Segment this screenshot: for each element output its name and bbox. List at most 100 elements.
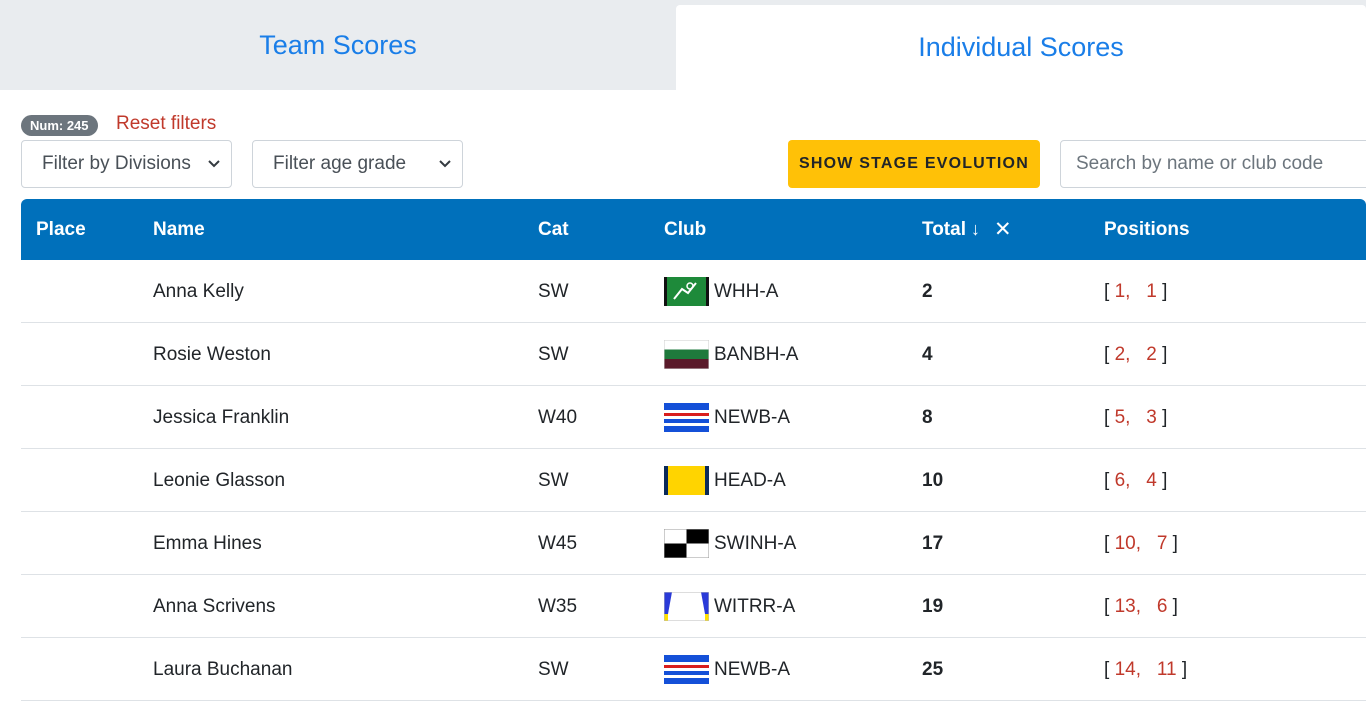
runner-club[interactable]: HEAD-A xyxy=(664,449,786,512)
runner-club[interactable]: NEWB-A xyxy=(664,638,790,701)
club-code: NEWB-A xyxy=(714,658,790,680)
bracket-close: ] xyxy=(1156,343,1168,365)
show-stage-evolution-button[interactable]: SHOW STAGE EVOLUTION xyxy=(788,140,1040,188)
position-2: 11 xyxy=(1156,658,1177,680)
positions-list: [ 10, 7 ] xyxy=(1104,512,1178,575)
reset-filters-link[interactable]: Reset filters xyxy=(116,113,217,134)
runner-name[interactable]: Rosie Weston xyxy=(153,343,271,365)
club-flag-icon xyxy=(663,339,710,370)
runner-category: SW xyxy=(538,469,569,491)
table-row[interactable]: Laura Buchanan SW NEWB-A 25 [ 14, 11 ] xyxy=(21,638,1366,701)
separator: , xyxy=(1125,280,1147,302)
club-flag-icon xyxy=(664,277,709,306)
club-flag-icon xyxy=(663,591,710,622)
total-score: 2 xyxy=(922,280,933,302)
total-score: 25 xyxy=(922,658,944,680)
bracket-close: ] xyxy=(1167,595,1178,617)
bracket-close: ] xyxy=(1156,280,1168,302)
positions-list: [ 2, 2 ] xyxy=(1104,323,1167,386)
bracket-open: [ xyxy=(1104,595,1115,617)
runner-category: W45 xyxy=(538,532,578,554)
runner-club[interactable]: BANBH-A xyxy=(663,323,799,386)
club-code: WHH-A xyxy=(714,280,779,302)
club-code: SWINH-A xyxy=(714,532,797,554)
bracket-open: [ xyxy=(1104,406,1115,428)
position-1: 10 xyxy=(1114,532,1136,554)
bracket-close: ] xyxy=(1156,406,1168,428)
header-club[interactable]: Club xyxy=(664,218,707,240)
club-flag-icon xyxy=(664,466,709,495)
positions-list: [ 14, 11 ] xyxy=(1104,638,1187,701)
bracket-open: [ xyxy=(1104,469,1115,491)
runner-club[interactable]: WHH-A xyxy=(664,260,778,323)
divisions-filter-select[interactable]: Filter by Divisions xyxy=(21,140,232,188)
positions-list: [ 13, 6 ] xyxy=(1104,575,1178,638)
table-row[interactable]: Leonie Glasson SW HEAD-A 10 [ 6, 4 ] xyxy=(21,449,1366,512)
search-placeholder: Search by name or club code xyxy=(1076,153,1324,174)
runner-name[interactable]: Anna Kelly xyxy=(153,280,244,302)
table-row[interactable]: Rosie Weston SW BANBH-A 4 [ 2, 2 ] xyxy=(21,323,1366,386)
tab-team-scores[interactable]: Team Scores xyxy=(259,29,417,60)
club-flag-icon xyxy=(664,655,709,684)
position-1: 2 xyxy=(1114,343,1126,365)
runner-category: SW xyxy=(538,658,569,680)
total-score: 8 xyxy=(922,406,933,428)
position-1: 5 xyxy=(1114,406,1126,428)
position-2: 2 xyxy=(1146,343,1157,365)
total-score: 10 xyxy=(922,469,944,491)
runner-name[interactable]: Leonie Glasson xyxy=(153,469,286,491)
age-grade-filter-select[interactable]: Filter age grade xyxy=(252,140,463,188)
total-score: 17 xyxy=(922,532,944,554)
runner-name[interactable]: Laura Buchanan xyxy=(153,658,293,680)
search-input[interactable]: Search by name or club code xyxy=(1060,140,1366,188)
runner-club[interactable]: NEWB-A xyxy=(664,386,790,449)
table-row[interactable]: Jessica Franklin W40 NEWB-A 8 [ 5, 3 ] xyxy=(21,386,1366,449)
runner-name[interactable]: Anna Scrivens xyxy=(153,595,276,617)
position-1: 6 xyxy=(1114,469,1126,491)
table-header: Place Name Cat Club Total ↓ ✕ Positions xyxy=(21,199,1366,260)
position-2: 6 xyxy=(1156,595,1168,617)
header-place[interactable]: Place xyxy=(36,218,86,240)
bracket-open: [ xyxy=(1104,658,1115,680)
runner-category: SW xyxy=(538,343,569,365)
divisions-filter-label: Filter by Divisions xyxy=(42,153,191,174)
bracket-close: ] xyxy=(1156,469,1168,491)
table-row[interactable]: Anna Scrivens W35 WITRR-A 19 [ 13, 6 ] xyxy=(21,575,1366,638)
club-code: WITRR-A xyxy=(714,595,796,617)
clear-sort-icon[interactable]: ✕ xyxy=(993,218,1012,241)
header-positions[interactable]: Positions xyxy=(1104,218,1190,240)
age-grade-filter-label: Filter age grade xyxy=(273,153,407,174)
runner-category: W35 xyxy=(538,595,578,617)
separator: , xyxy=(1125,343,1147,365)
runner-club[interactable]: WITRR-A xyxy=(663,575,796,638)
header-name[interactable]: Name xyxy=(153,218,205,240)
runner-category: SW xyxy=(538,280,569,302)
chevron-down-icon xyxy=(439,160,451,168)
separator: , xyxy=(1135,658,1157,680)
sort-down-arrow-icon: ↓ xyxy=(970,219,980,239)
table-row[interactable]: Emma Hines W45 SWINH-A 17 [ 10, 7 ] xyxy=(21,512,1366,575)
header-total-label: Total xyxy=(922,218,966,240)
runner-club[interactable]: SWINH-A xyxy=(663,512,797,575)
position-2: 3 xyxy=(1146,406,1157,428)
total-score: 19 xyxy=(922,595,944,617)
positions-list: [ 1, 1 ] xyxy=(1104,260,1167,323)
club-code: NEWB-A xyxy=(714,406,790,428)
bracket-close: ] xyxy=(1167,532,1178,554)
count-badge: Num: 245 xyxy=(21,115,98,136)
position-2: 1 xyxy=(1146,280,1157,302)
runner-category: W40 xyxy=(538,406,578,428)
separator: , xyxy=(1135,532,1157,554)
total-score: 4 xyxy=(922,343,933,365)
tab-individual-scores[interactable]: Individual Scores xyxy=(676,5,1366,90)
header-total[interactable]: Total ↓ ✕ xyxy=(922,199,1012,260)
runner-name[interactable]: Jessica Franklin xyxy=(153,406,290,428)
club-code: BANBH-A xyxy=(714,343,799,365)
runner-name[interactable]: Emma Hines xyxy=(153,532,262,554)
tab-bar: Team Scores Individual Scores xyxy=(0,0,1366,90)
separator: , xyxy=(1135,595,1157,617)
chevron-down-icon xyxy=(208,160,220,168)
table-row[interactable]: Anna Kelly SW WHH-A 2 [ 1, 1 ] xyxy=(21,260,1366,323)
header-cat[interactable]: Cat xyxy=(538,218,569,240)
bracket-open: [ xyxy=(1104,343,1115,365)
